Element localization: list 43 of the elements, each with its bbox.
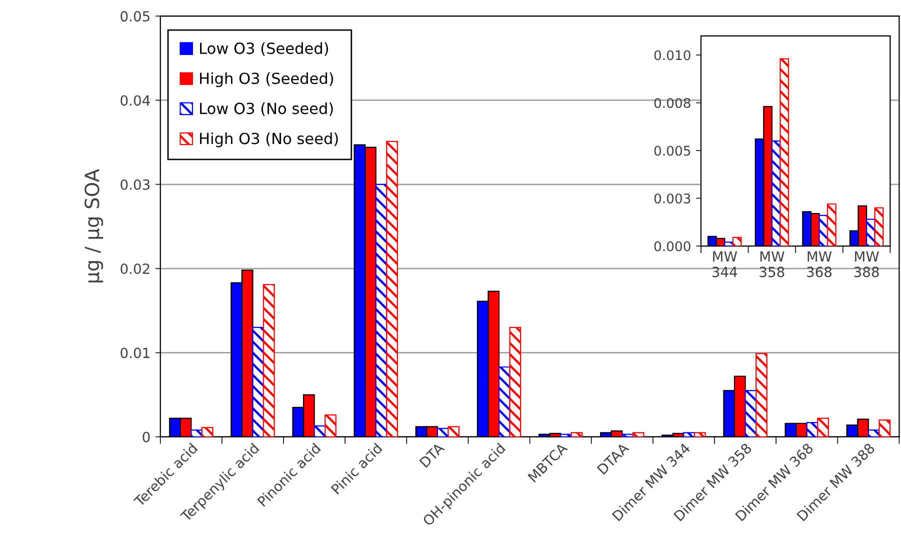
bar: [509, 326, 522, 437]
y-axis-title: µg / µg SOA: [84, 169, 104, 282]
legend-label: High O3 (Seeded): [200, 72, 334, 88]
bar: [324, 414, 336, 437]
bar: [262, 284, 275, 437]
y-tick-label: 0.003: [654, 193, 690, 204]
bar: [874, 207, 884, 246]
bar: [780, 58, 790, 246]
bar: [570, 432, 583, 437]
bar: [878, 419, 891, 437]
bar: [744, 390, 757, 437]
y-tick-label: 0.005: [654, 146, 690, 156]
y-tick-label: 0.02: [120, 264, 150, 274]
x-tick-label: MW 358: [760, 251, 784, 278]
x-tick-label: MW 388: [854, 251, 879, 278]
bar: [386, 140, 398, 437]
x-tick-label: DTA: [419, 442, 445, 468]
legend-label: Low O3 (No seed): [200, 102, 333, 116]
bar: [694, 432, 706, 437]
y-tick-label: 0.008: [654, 98, 690, 108]
bar: [190, 430, 202, 437]
bar: [724, 242, 734, 246]
y-tick-label: 0.01: [120, 348, 150, 358]
x-tick-label: MW 368: [807, 251, 832, 278]
y-tick-label: 0: [142, 432, 150, 442]
legend-label: Low O3 (Seeded): [200, 42, 328, 56]
x-tick-label: MW 344: [712, 251, 738, 278]
bar: [755, 352, 768, 437]
bar: [817, 418, 829, 437]
y-tick-label: 0.04: [120, 95, 150, 106]
bar: [732, 236, 742, 246]
bar: [448, 426, 460, 437]
legend-label: High O3 (No seed): [200, 132, 338, 148]
y-tick-label: 0.05: [120, 11, 150, 22]
y-tick-label: 0.000: [654, 241, 690, 252]
bar: [632, 432, 644, 437]
bar: [818, 214, 828, 246]
bar: [826, 203, 836, 246]
bar: [866, 218, 876, 246]
bar: [201, 427, 214, 437]
y-tick-label: 0.03: [120, 179, 150, 190]
bar: [252, 326, 264, 437]
y-tick-label: 0.010: [654, 50, 690, 60]
